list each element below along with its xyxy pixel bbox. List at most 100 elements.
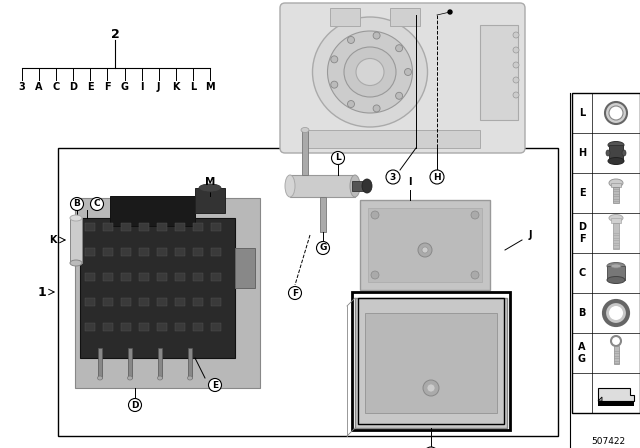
Bar	[80, 218, 235, 358]
Bar	[175, 273, 185, 281]
Circle shape	[423, 380, 439, 396]
Bar	[85, 273, 95, 281]
Circle shape	[348, 100, 355, 108]
Circle shape	[404, 69, 412, 76]
Bar	[607, 266, 625, 280]
Circle shape	[289, 287, 301, 300]
Circle shape	[129, 399, 141, 412]
Bar	[157, 323, 167, 331]
Text: I: I	[408, 177, 412, 187]
Polygon shape	[598, 388, 634, 401]
Circle shape	[70, 198, 83, 211]
Ellipse shape	[344, 47, 396, 97]
Bar	[193, 273, 203, 281]
Circle shape	[331, 56, 338, 63]
Text: D
F: D F	[578, 222, 586, 244]
Circle shape	[348, 36, 355, 43]
Bar	[330, 8, 360, 26]
Circle shape	[396, 92, 403, 99]
Bar	[211, 323, 221, 331]
Circle shape	[427, 384, 435, 392]
Bar	[598, 401, 634, 406]
Ellipse shape	[607, 263, 625, 270]
Ellipse shape	[609, 179, 623, 187]
Text: C: C	[93, 199, 100, 208]
Bar	[85, 323, 95, 331]
Bar	[157, 248, 167, 256]
Circle shape	[371, 271, 379, 279]
Circle shape	[609, 106, 623, 120]
Bar	[98, 348, 102, 378]
Circle shape	[422, 247, 428, 253]
Circle shape	[471, 271, 479, 279]
Text: C: C	[52, 82, 60, 92]
Bar	[188, 348, 192, 378]
Bar	[211, 248, 221, 256]
Text: D: D	[69, 82, 77, 92]
Circle shape	[418, 243, 432, 257]
Ellipse shape	[157, 376, 163, 380]
Bar	[609, 145, 623, 161]
Text: G: G	[120, 82, 129, 92]
Text: C: C	[579, 268, 586, 278]
Bar	[175, 323, 185, 331]
Bar	[290, 175, 355, 197]
Text: H: H	[578, 148, 586, 158]
Text: 2: 2	[111, 29, 120, 42]
Circle shape	[605, 102, 627, 124]
Bar	[368, 208, 482, 282]
Ellipse shape	[97, 376, 102, 380]
Text: K: K	[172, 82, 180, 92]
Circle shape	[513, 47, 519, 53]
Bar	[121, 223, 131, 231]
Ellipse shape	[127, 376, 132, 380]
Bar	[158, 348, 162, 378]
Text: A: A	[35, 82, 43, 92]
Polygon shape	[598, 397, 602, 401]
Ellipse shape	[328, 31, 413, 113]
Circle shape	[604, 301, 628, 325]
Bar	[75, 198, 260, 388]
Bar	[352, 292, 510, 430]
Circle shape	[424, 447, 438, 448]
Bar	[390, 8, 420, 26]
Bar	[157, 223, 167, 231]
Ellipse shape	[301, 128, 309, 133]
Circle shape	[332, 151, 344, 164]
Circle shape	[331, 81, 338, 88]
Bar	[121, 298, 131, 306]
Bar	[103, 323, 113, 331]
Circle shape	[373, 32, 380, 39]
Ellipse shape	[356, 59, 384, 86]
Bar	[211, 298, 221, 306]
Circle shape	[513, 77, 519, 83]
Bar	[572, 93, 640, 413]
Bar	[352, 181, 367, 191]
Circle shape	[448, 10, 452, 14]
Bar	[175, 298, 185, 306]
Bar	[211, 223, 221, 231]
Ellipse shape	[70, 215, 82, 221]
Bar	[121, 248, 131, 256]
Bar	[58, 148, 558, 436]
Bar	[358, 298, 504, 424]
Ellipse shape	[312, 17, 428, 127]
Bar	[103, 298, 113, 306]
Bar	[157, 298, 167, 306]
Bar	[355, 298, 507, 428]
Circle shape	[371, 211, 379, 219]
Bar	[175, 248, 185, 256]
Bar	[157, 273, 167, 281]
Ellipse shape	[285, 175, 295, 197]
Circle shape	[513, 32, 519, 38]
Ellipse shape	[70, 260, 82, 266]
Bar	[302, 130, 308, 175]
Bar	[139, 248, 149, 256]
Ellipse shape	[622, 150, 626, 156]
Bar	[195, 188, 225, 213]
Text: 3: 3	[390, 172, 396, 181]
Bar	[611, 183, 621, 187]
Bar	[121, 273, 131, 281]
Text: L: L	[190, 82, 196, 92]
Bar	[110, 196, 195, 226]
